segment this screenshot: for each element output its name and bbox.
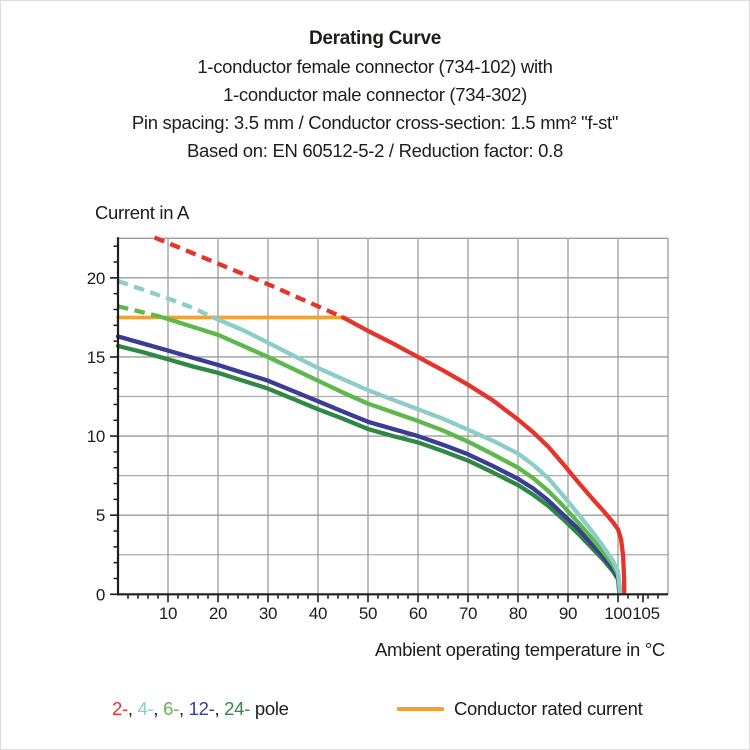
chart-subtitle-line-4: Based on: EN 60512-5-2 / Reduction facto…: [187, 140, 563, 161]
series-6-pole-dashed: [117, 304, 164, 320]
y-tick-label: 0: [96, 585, 105, 604]
x-tick-label: 80: [509, 604, 527, 623]
chart-title: Derating Curve: [308, 28, 441, 49]
y-tick-label: 5: [96, 506, 105, 525]
y-tick-label: 20: [87, 269, 105, 288]
x-tick-label: 70: [459, 604, 477, 623]
pole-count-legend: 2-, 4-, 6-, 12-, 24- pole: [112, 698, 289, 720]
chart-header: Derating Curve 1-conductor female connec…: [1, 25, 749, 165]
x-axis-title: Ambient operating temperature in °C: [375, 639, 665, 660]
x-tick-label: 50: [359, 604, 377, 623]
chart-subtitle-line-3: Pin spacing: 3.5 mm / Conductor cross-se…: [131, 112, 619, 133]
series-2-pole-dashed: [153, 235, 344, 320]
y-axis-title: Current in A: [95, 202, 190, 223]
rated-current-legend: Conductor rated current: [397, 698, 643, 720]
x-tick-label: 90: [559, 604, 577, 623]
pole-legend-separator: ,: [214, 698, 225, 719]
series-4-pole-curve: [210, 315, 623, 595]
x-tick-label: 100: [604, 604, 631, 623]
y-tick-label: 10: [87, 427, 105, 446]
pole-legend-suffix: pole: [250, 698, 289, 719]
pole-legend-separator: ,: [178, 698, 189, 719]
pole-legend-item: 6-: [163, 698, 179, 719]
pole-legend-separator: ,: [127, 698, 138, 719]
pole-legend-item: 4-: [137, 698, 154, 719]
rated-current-label: Conductor rated current: [454, 698, 643, 719]
x-tick-label: 30: [259, 604, 277, 623]
series-2-pole-curve: [340, 315, 627, 595]
series: [115, 235, 627, 595]
pole-legend-item: 24-: [224, 698, 251, 719]
pole-legend-item: 2-: [112, 698, 128, 719]
x-tick-label: 10: [159, 604, 177, 623]
series-12-pole-curve: [115, 334, 622, 595]
series-24-pole-curve: [115, 343, 622, 595]
pole-legend-item: 12-: [188, 698, 215, 719]
pole-legend-separator: ,: [153, 698, 164, 719]
grid: [118, 237, 669, 595]
x-tick-label: 20: [209, 604, 227, 623]
series-4-pole-dashed: [117, 278, 214, 320]
x-tick-label: 60: [409, 604, 427, 623]
tick-labels: 10 20 30 40 50 60 70 80 90 100 105 0 5 10 15 20: [87, 269, 660, 623]
x-tick-label: 105: [632, 604, 659, 623]
chart-subtitle-line-2: 1-conductor male connector (734-302): [223, 84, 527, 105]
chart-subtitle-line-1: 1-conductor female connector (734-102) w…: [197, 56, 553, 77]
series-6-pole-curve: [160, 315, 622, 595]
axes: [110, 237, 668, 603]
y-tick-label: 15: [87, 348, 105, 367]
rated-current-line-swatch: [397, 707, 444, 711]
x-tick-label: 40: [309, 604, 327, 623]
